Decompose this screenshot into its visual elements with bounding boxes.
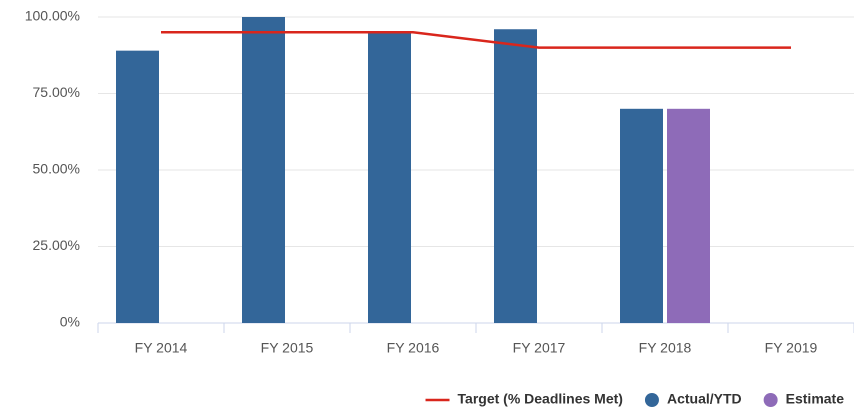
bar [494, 29, 537, 324]
y-tick-label: 100.00% [25, 8, 80, 24]
y-tick-label: 0% [60, 314, 80, 330]
y-tick-label: 75.00% [33, 84, 80, 100]
x-tick-label: FY 2015 [261, 340, 314, 356]
y-tick-label: 50.00% [33, 161, 80, 177]
y-tick-label: 25.00% [33, 237, 80, 253]
x-tick-label: FY 2018 [639, 340, 692, 356]
legend-swatch [644, 393, 659, 407]
bar [116, 50, 159, 323]
target-line [161, 31, 791, 49]
bar [620, 108, 663, 323]
legend-label: Actual/YTD [667, 391, 742, 407]
legend: Estimate Actual/YTD Target (% Deadlines Me… [425, 391, 845, 407]
x-tick-label: FY 2016 [387, 340, 440, 356]
x-tick-label: FY 2014 [135, 340, 188, 356]
bar [242, 17, 285, 323]
x-tick-label: FY 2019 [765, 340, 818, 356]
bar [667, 108, 710, 323]
bar [368, 32, 411, 324]
legend-label: Estimate [786, 391, 845, 407]
x-tick-label: FY 2017 [513, 340, 566, 356]
legend-label: Target (% Deadlines Met) [458, 391, 623, 407]
legend-swatch [763, 393, 778, 407]
